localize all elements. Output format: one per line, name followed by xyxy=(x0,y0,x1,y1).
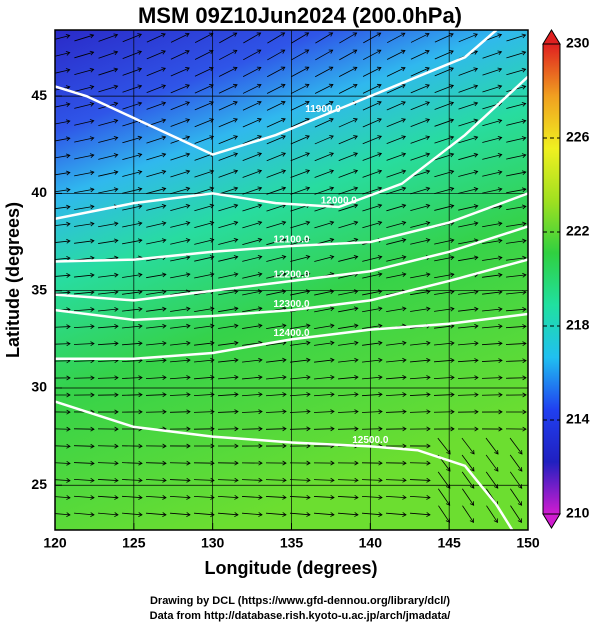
colorbar-tick-label: 210 xyxy=(566,505,590,521)
colorbar-tick-label: 214 xyxy=(566,411,590,427)
x-tick-label: 140 xyxy=(359,535,383,551)
contour-label: 12500.0 xyxy=(352,435,389,446)
colorbar-tick-label: 226 xyxy=(566,129,590,145)
y-tick-label: 45 xyxy=(31,87,47,103)
contour-label: 12400.0 xyxy=(273,328,310,339)
contour-label: 12000.0 xyxy=(321,196,358,207)
chart-title: MSM 09Z10Jun2024 (200.0hPa) xyxy=(138,3,462,28)
y-tick-label: 35 xyxy=(31,281,47,297)
footer-line: Drawing by DCL (https://www.gfd-dennou.o… xyxy=(150,595,450,607)
colorbar xyxy=(543,44,560,514)
y-tick-label: 25 xyxy=(31,476,47,492)
colorbar-tick-label: 222 xyxy=(566,223,590,239)
y-tick-label: 30 xyxy=(31,379,47,395)
x-tick-label: 145 xyxy=(437,535,461,551)
colorbar-extend xyxy=(543,514,560,528)
x-tick-label: 150 xyxy=(516,535,540,551)
colorbar-tick-label: 218 xyxy=(566,317,590,333)
y-axis-label: Latitude (degrees) xyxy=(3,202,23,358)
contour-label: 12100.0 xyxy=(273,235,310,246)
footer-line: Data from http://database.rish.kyoto-u.a… xyxy=(150,610,451,622)
streamline xyxy=(434,412,454,413)
x-tick-label: 135 xyxy=(280,535,304,551)
streamline xyxy=(242,429,262,430)
streamline xyxy=(50,429,70,430)
x-axis-label: Longitude (degrees) xyxy=(204,558,377,578)
colorbar-extend xyxy=(543,30,560,44)
streamline xyxy=(362,429,382,430)
contour-label: 12200.0 xyxy=(273,270,310,281)
x-tick-label: 125 xyxy=(122,535,146,551)
x-tick-label: 120 xyxy=(43,535,67,551)
streamline xyxy=(506,378,526,379)
colorbar-tick-label: 230 xyxy=(566,35,590,51)
contour-label: 11900.0 xyxy=(305,104,341,115)
y-tick-label: 40 xyxy=(31,184,47,200)
x-tick-label: 130 xyxy=(201,535,225,551)
contour-label: 12300.0 xyxy=(273,299,310,310)
